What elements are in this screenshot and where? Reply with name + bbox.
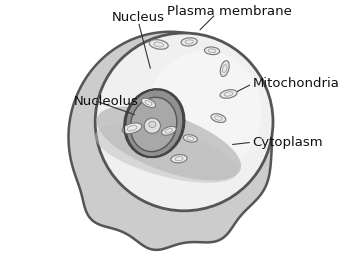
Text: Cytoplasm: Cytoplasm bbox=[253, 136, 323, 149]
Text: Nucleus: Nucleus bbox=[112, 11, 165, 24]
Ellipse shape bbox=[149, 121, 156, 128]
Ellipse shape bbox=[144, 118, 160, 133]
Ellipse shape bbox=[125, 89, 184, 157]
Text: Mitochondria: Mitochondria bbox=[253, 77, 339, 90]
Ellipse shape bbox=[220, 61, 229, 76]
Ellipse shape bbox=[204, 47, 219, 55]
Ellipse shape bbox=[183, 135, 198, 142]
Text: Nucleolus: Nucleolus bbox=[74, 95, 139, 108]
Ellipse shape bbox=[181, 38, 197, 46]
Ellipse shape bbox=[211, 114, 226, 122]
Text: Plasma membrane: Plasma membrane bbox=[167, 5, 292, 18]
Ellipse shape bbox=[161, 126, 176, 135]
Ellipse shape bbox=[95, 124, 238, 183]
Ellipse shape bbox=[171, 155, 187, 163]
Ellipse shape bbox=[95, 33, 273, 211]
Ellipse shape bbox=[130, 97, 177, 152]
Ellipse shape bbox=[149, 40, 168, 49]
Ellipse shape bbox=[147, 51, 262, 173]
Polygon shape bbox=[68, 32, 272, 250]
Ellipse shape bbox=[97, 106, 241, 181]
Ellipse shape bbox=[122, 123, 142, 134]
Ellipse shape bbox=[220, 90, 237, 98]
Ellipse shape bbox=[141, 98, 156, 108]
